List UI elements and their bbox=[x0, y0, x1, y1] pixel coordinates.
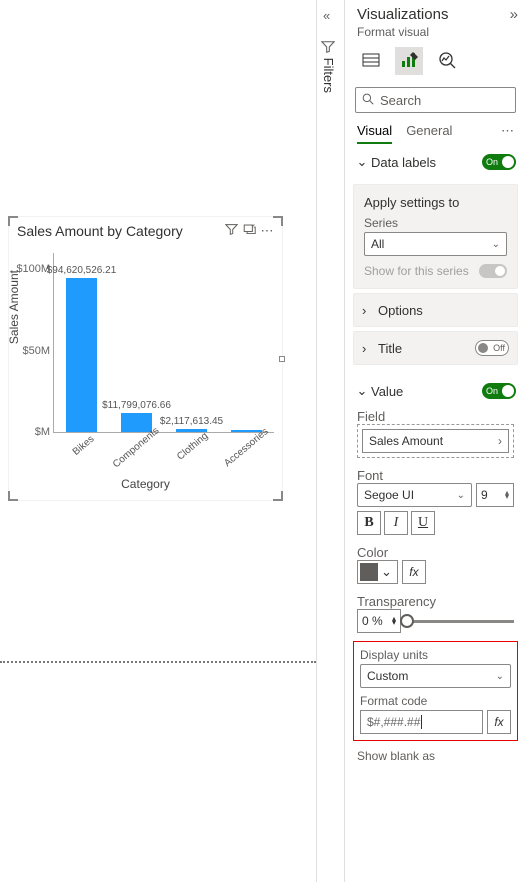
visual-container[interactable]: Sales Amount by Category ⋯ Sales Amount … bbox=[8, 216, 283, 501]
tab-general[interactable]: General bbox=[406, 123, 452, 144]
x-category: Clothing bbox=[175, 431, 210, 463]
section-options[interactable]: › Options bbox=[353, 293, 518, 327]
collapse-pane-icon[interactable]: » bbox=[510, 6, 518, 23]
section-title[interactable]: › Title Off bbox=[353, 331, 518, 365]
visual-header: Sales Amount by Category ⋯ bbox=[9, 217, 282, 245]
bar[interactable] bbox=[66, 278, 96, 432]
report-canvas: Sales Amount by Category ⋯ Sales Amount … bbox=[0, 0, 315, 882]
stepper-icon[interactable]: ▴▾ bbox=[392, 617, 396, 625]
chevron-down-icon: ⌄ bbox=[355, 383, 369, 399]
search-input[interactable]: Search bbox=[355, 87, 516, 113]
bold-button[interactable]: B bbox=[357, 511, 381, 535]
font-size-input[interactable]: 9 ▴▾ bbox=[476, 483, 514, 507]
underline-button[interactable]: U bbox=[411, 511, 435, 535]
resize-handle-tl[interactable] bbox=[8, 216, 18, 226]
show-blank-label: Show blank as bbox=[345, 745, 526, 767]
x-category: Accessories bbox=[222, 426, 270, 469]
data-label: $2,117,613.45 bbox=[160, 416, 223, 427]
transparency-label: Transparency bbox=[357, 594, 514, 609]
card-title: Apply settings to bbox=[364, 195, 507, 210]
field-value: Sales Amount bbox=[369, 434, 443, 448]
x-axis-label: Category bbox=[9, 477, 282, 491]
display-units-highlight: Display units Custom ⌄ Format code $#,##… bbox=[353, 641, 518, 741]
search-placeholder: Search bbox=[380, 93, 421, 108]
filters-pane-collapsed[interactable]: « Filters bbox=[316, 0, 344, 882]
slider-thumb[interactable] bbox=[400, 614, 414, 628]
pane-title: Visualizations bbox=[357, 6, 448, 23]
pane-subtitle: Format visual bbox=[345, 25, 526, 45]
chart-plot-area: Sales Amount $M$50M$100M$94,620,526.21Bi… bbox=[9, 245, 282, 495]
show-for-series-label: Show for this series bbox=[364, 264, 469, 278]
field-label: Field bbox=[357, 409, 514, 424]
x-category: Bikes bbox=[70, 434, 96, 458]
color-picker[interactable]: ⌄ bbox=[357, 560, 398, 584]
pane-header: Visualizations » bbox=[345, 0, 526, 25]
data-label: $11,799,076.66 bbox=[102, 400, 171, 411]
tabs-more-icon[interactable]: ⋯ bbox=[501, 123, 514, 144]
chevron-down-icon: ⌄ bbox=[457, 490, 465, 501]
color-swatch bbox=[360, 563, 378, 581]
value-toggle[interactable]: On bbox=[482, 383, 516, 399]
title-toggle[interactable]: Off bbox=[475, 340, 509, 356]
y-tick: $100M bbox=[12, 263, 50, 275]
build-visual-tab-icon[interactable] bbox=[357, 47, 385, 75]
chevron-right-icon[interactable]: › bbox=[498, 434, 502, 448]
section-label: Data labels bbox=[371, 155, 482, 170]
show-for-series-toggle bbox=[479, 264, 507, 278]
section-data-labels[interactable]: ⌄ Data labels On bbox=[345, 144, 526, 180]
chevron-down-icon: ⌄ bbox=[355, 154, 369, 170]
y-tick: $M bbox=[12, 426, 50, 438]
expand-filters-icon[interactable]: « bbox=[323, 8, 330, 23]
series-dropdown[interactable]: All ⌄ bbox=[364, 232, 507, 256]
field-well[interactable]: Sales Amount › bbox=[357, 424, 514, 458]
fx-button[interactable]: fx bbox=[487, 710, 511, 734]
analytics-tab-icon[interactable] bbox=[433, 47, 461, 75]
chevron-down-icon: ⌄ bbox=[492, 239, 500, 250]
chevron-down-icon: ⌄ bbox=[381, 564, 392, 580]
visual-general-tabs: Visual General ⋯ bbox=[345, 119, 526, 144]
filters-label[interactable]: Filters bbox=[321, 40, 336, 93]
funnel-icon bbox=[321, 40, 335, 54]
apply-settings-card: Apply settings to Series All ⌄ Show for … bbox=[353, 184, 518, 289]
italic-button[interactable]: I bbox=[384, 511, 408, 535]
transparency-input[interactable]: 0 % ▴▾ bbox=[357, 609, 401, 633]
display-units-dropdown[interactable]: Custom ⌄ bbox=[360, 664, 511, 688]
focus-mode-icon[interactable] bbox=[240, 223, 258, 239]
search-icon bbox=[362, 93, 374, 108]
format-code-input[interactable]: $#,###.## bbox=[360, 710, 483, 734]
format-visual-tab-icon[interactable] bbox=[395, 47, 423, 75]
font-family-dropdown[interactable]: Segoe UI ⌄ bbox=[357, 483, 472, 507]
data-label: $94,620,526.21 bbox=[47, 265, 117, 276]
stepper-icon[interactable]: ▴▾ bbox=[505, 491, 509, 499]
color-label: Color bbox=[357, 545, 514, 560]
font-label: Font bbox=[357, 468, 514, 483]
visualizations-pane: Visualizations » Format visual Search Vi… bbox=[344, 0, 526, 882]
bar[interactable] bbox=[121, 413, 151, 432]
y-axis-label: Sales Amount bbox=[7, 270, 21, 344]
x-category: Components bbox=[110, 425, 161, 470]
y-tick: $50M bbox=[12, 345, 50, 357]
fx-button[interactable]: fx bbox=[402, 560, 426, 584]
chevron-down-icon: ⌄ bbox=[496, 671, 504, 682]
resize-handle-tr[interactable] bbox=[273, 216, 283, 226]
filter-icon[interactable] bbox=[222, 223, 240, 239]
transparency-slider[interactable] bbox=[407, 620, 514, 623]
series-label: Series bbox=[364, 216, 507, 230]
data-labels-toggle[interactable]: On bbox=[482, 154, 516, 170]
plot: $M$50M$100M$94,620,526.21Bikes$11,799,07… bbox=[53, 253, 274, 433]
format-code-label: Format code bbox=[360, 694, 511, 708]
page-separator bbox=[0, 661, 316, 663]
display-units-label: Display units bbox=[360, 648, 511, 662]
chevron-right-icon: › bbox=[362, 341, 374, 356]
section-value[interactable]: ⌄ Value On bbox=[345, 369, 526, 409]
chart-title: Sales Amount by Category bbox=[17, 223, 222, 239]
pane-mode-tabs bbox=[345, 45, 526, 81]
tab-visual[interactable]: Visual bbox=[357, 123, 392, 144]
chevron-right-icon: › bbox=[362, 303, 374, 318]
